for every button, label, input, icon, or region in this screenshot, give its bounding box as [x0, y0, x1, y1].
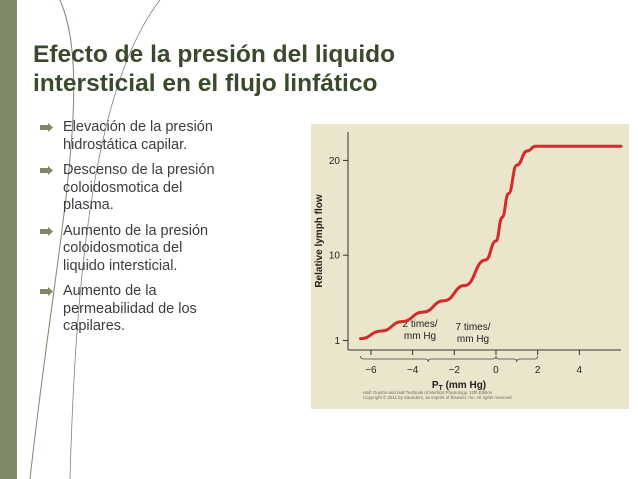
bullet-item: Aumento de la presión coloidosmotica del… — [40, 223, 250, 276]
y-tick-label: 20 — [329, 156, 341, 167]
slide-title-line-1: Efecto de la presión del liquido — [33, 41, 396, 68]
arrow-right-icon — [40, 287, 53, 296]
bullet-item: Aumento de la permeabilidad de los capil… — [40, 283, 250, 336]
bullet-item: Elevación de la presión hidrostática cap… — [40, 119, 250, 154]
y-axis-label: Relative lymph flow — [314, 194, 325, 288]
x-tick-label: −2 — [449, 365, 461, 376]
bracket-right — [495, 355, 539, 363]
x-tick-label: 0 — [493, 365, 499, 376]
arrow-right-icon — [40, 226, 53, 236]
annotation-7x-line2: mm Hg — [457, 334, 489, 345]
bracket-left — [360, 355, 497, 363]
lymph-flow-chart: Relative lymph flow 1 10 20 −6 −4 −2 0 2 4 2 ti… — [314, 132, 623, 392]
slide-title: Efecto de la presión del liquido interst… — [33, 40, 473, 98]
bullet-line: plasma. — [63, 197, 114, 213]
x-tick-label: −6 — [365, 365, 377, 376]
bullet-line: Aumento de la presión — [63, 222, 209, 239]
bullet-line: permeabilidad de los — [63, 300, 197, 317]
annotation-7x-line1: 7 times/ — [455, 322, 490, 333]
slide-title-line-2: intersticial en el flujo linfático — [33, 70, 378, 97]
lymph-flow-figure: Relative lymph flow 1 10 20 −6 −4 −2 0 2 4 2 ti… — [311, 124, 629, 409]
bullet-line: capilares. — [63, 318, 126, 334]
bullet-line: Elevación de la presión — [63, 119, 213, 135]
arrow-right-icon — [40, 166, 53, 175]
bullet-list: Elevación de la presión hidrostática cap… — [40, 119, 250, 344]
lymph-flow-curve — [359, 144, 623, 341]
annotation-2x-line1: 2 times/ — [402, 319, 437, 330]
y-tick-label: 10 — [329, 251, 341, 262]
x-ticks: −6 −4 −2 0 2 4 — [365, 350, 583, 376]
bullet-line: hidrostática capilar. — [63, 136, 188, 153]
bullet-line: Descenso de la presión — [63, 162, 215, 178]
bullet-line: Aumento de la — [63, 283, 157, 299]
x-tick-label: −4 — [407, 365, 419, 376]
x-axis-label: PT (mm Hg) — [432, 380, 486, 392]
bullet-line: coloidosmotica del — [63, 179, 183, 196]
figure-caption-line-2: Copyright © 2011 by Saunders, an imprint… — [363, 395, 513, 400]
x-tick-label: 4 — [577, 365, 583, 376]
figure-caption-line-1: Hall: Guyton and Hall Textbook of Medica… — [363, 390, 493, 395]
y-tick-label: 1 — [334, 336, 340, 347]
x-tick-label: 2 — [535, 365, 541, 376]
bullet-line: liquido intersticial. — [63, 257, 178, 274]
bullet-line: coloidosmotica del — [63, 240, 183, 256]
annotation-2x-line2: mm Hg — [404, 331, 436, 342]
arrow-right-icon — [40, 123, 53, 132]
y-ticks: 1 10 20 — [329, 156, 348, 347]
bullet-item: Descenso de la presión coloidosmotica de… — [40, 162, 250, 215]
side-accent-bar — [0, 0, 17, 479]
